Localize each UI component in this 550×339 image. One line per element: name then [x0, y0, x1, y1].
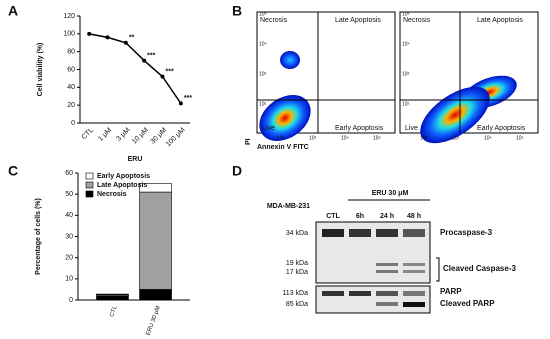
legend-label: Early Apoptosis	[97, 173, 150, 180]
x-tick-label: CTL	[81, 127, 95, 141]
flow-y-tick: 10⁵	[259, 11, 267, 17]
protein-label: PARP	[440, 287, 462, 296]
bar-segment	[139, 191, 172, 290]
lane-label: 48 h	[407, 213, 421, 220]
significance: ***	[166, 68, 174, 75]
data-line	[89, 33, 182, 104]
y-tick-label: 30	[65, 233, 73, 240]
y-tick-label: 50	[65, 191, 73, 198]
cell-line: MDA-MB-231	[267, 203, 310, 210]
legend-label: Late Apoptosis	[97, 182, 147, 189]
significance: **	[129, 35, 135, 42]
y-tick-label: 100	[63, 31, 75, 38]
flow-y-tick: 10³	[259, 71, 267, 77]
legend-swatch	[85, 181, 94, 189]
quadrant-label: Necrosis	[260, 17, 288, 24]
data-point	[178, 101, 183, 106]
kda-marker: 85 kDa	[286, 301, 308, 308]
panel-label: B	[232, 3, 242, 19]
data-point	[160, 74, 165, 79]
flow-y-tick: 10⁵	[402, 11, 410, 17]
flow-x-tick: 10⁵	[516, 135, 524, 141]
flow-y-tick: 10³	[402, 71, 410, 77]
panel-label: D	[232, 163, 242, 179]
quadrant-label: Late Apoptosis	[477, 17, 523, 24]
quadrant-label: Live	[405, 125, 418, 132]
legend-swatch	[85, 190, 94, 198]
flow-plot	[256, 11, 396, 141]
quadrant-label: Early Apoptosis	[477, 125, 526, 132]
legend-swatch	[85, 172, 94, 180]
lane-label: CTL	[326, 213, 340, 220]
y-tick-label: 20	[65, 255, 73, 262]
panel-label: C	[8, 163, 18, 179]
protein-label: Cleaved PARP	[440, 299, 495, 308]
quadrant-label: Necrosis	[403, 17, 431, 24]
y-tick-label: 60	[67, 66, 75, 73]
y-axis-label: Percentage of cells (%)	[35, 198, 42, 275]
bar-segment	[96, 295, 129, 301]
protein-label: Cleaved Caspase-3	[443, 264, 516, 273]
y-axis-label: Cell viability (%)	[37, 43, 44, 97]
y-tick-label: 40	[65, 212, 73, 219]
data-point	[123, 40, 128, 45]
flow-y-tick: 10⁴	[259, 41, 267, 47]
y-tick-label: 10	[65, 276, 73, 283]
lane-label: 6h	[356, 213, 364, 220]
data-point	[142, 58, 147, 63]
y-tick-label: 80	[67, 49, 75, 56]
y-tick-label: 0	[69, 297, 73, 304]
x-tick-label: CTL	[109, 305, 119, 318]
x-tick-label: 100 μM	[165, 127, 187, 149]
data-point	[87, 31, 92, 36]
y-tick-label: 40	[67, 84, 75, 91]
y-axis-label: PI	[245, 138, 252, 145]
data-point	[105, 35, 110, 40]
lane-label: 24 h	[380, 213, 394, 220]
flow-x-tick: 10⁴	[341, 135, 349, 141]
blot	[315, 199, 440, 314]
significance: ***	[184, 95, 192, 102]
flow-x-tick: 10³	[309, 135, 317, 141]
y-tick-label: 20	[67, 102, 75, 109]
x-tick-label: 1 μM	[97, 127, 113, 143]
y-tick-label: 120	[63, 13, 75, 20]
quadrant-label: Early Apoptosis	[335, 125, 384, 132]
flow-y-tick: 10²	[259, 101, 267, 107]
kda-marker: 19 kDa	[286, 260, 308, 267]
x-tick-label: ERU 30 μM	[146, 305, 162, 336]
x-tick-label: 10 μM	[131, 127, 150, 146]
kda-marker: 17 kDa	[286, 269, 308, 276]
flow-y-tick: 10⁴	[402, 41, 410, 47]
quadrant-label: Late Apoptosis	[335, 17, 381, 24]
y-tick-label: 0	[71, 120, 75, 127]
x-axis-label: Annexin V FITC	[257, 144, 309, 151]
quadrant-label: Live	[262, 125, 275, 132]
significance: ***	[147, 52, 155, 59]
flow-x-tick: 10⁵	[373, 135, 381, 141]
flow-x-tick: 10⁴	[484, 135, 492, 141]
panel-label: A	[8, 3, 18, 19]
bar-segment	[139, 289, 172, 301]
y-tick-label: 60	[65, 170, 73, 177]
kda-marker: 113 kDa	[282, 290, 308, 297]
flow-x-tick: 10²	[277, 135, 285, 141]
legend-label: Necrosis	[97, 191, 127, 198]
flow-y-tick: 10²	[402, 101, 410, 107]
flow-x-tick: 10²	[420, 135, 428, 141]
x-tick-label: 3 μM	[115, 127, 131, 143]
x-axis-label: ERU	[128, 156, 143, 163]
bar-segment	[96, 293, 129, 296]
flow-x-tick: 10³	[452, 135, 460, 141]
flow-plot	[399, 11, 539, 144]
protein-label: Procaspase-3	[440, 228, 493, 237]
kda-marker: 34 kDa	[286, 230, 308, 237]
treatment: ERU 30 μM	[372, 190, 409, 197]
bar-segment	[139, 183, 172, 193]
